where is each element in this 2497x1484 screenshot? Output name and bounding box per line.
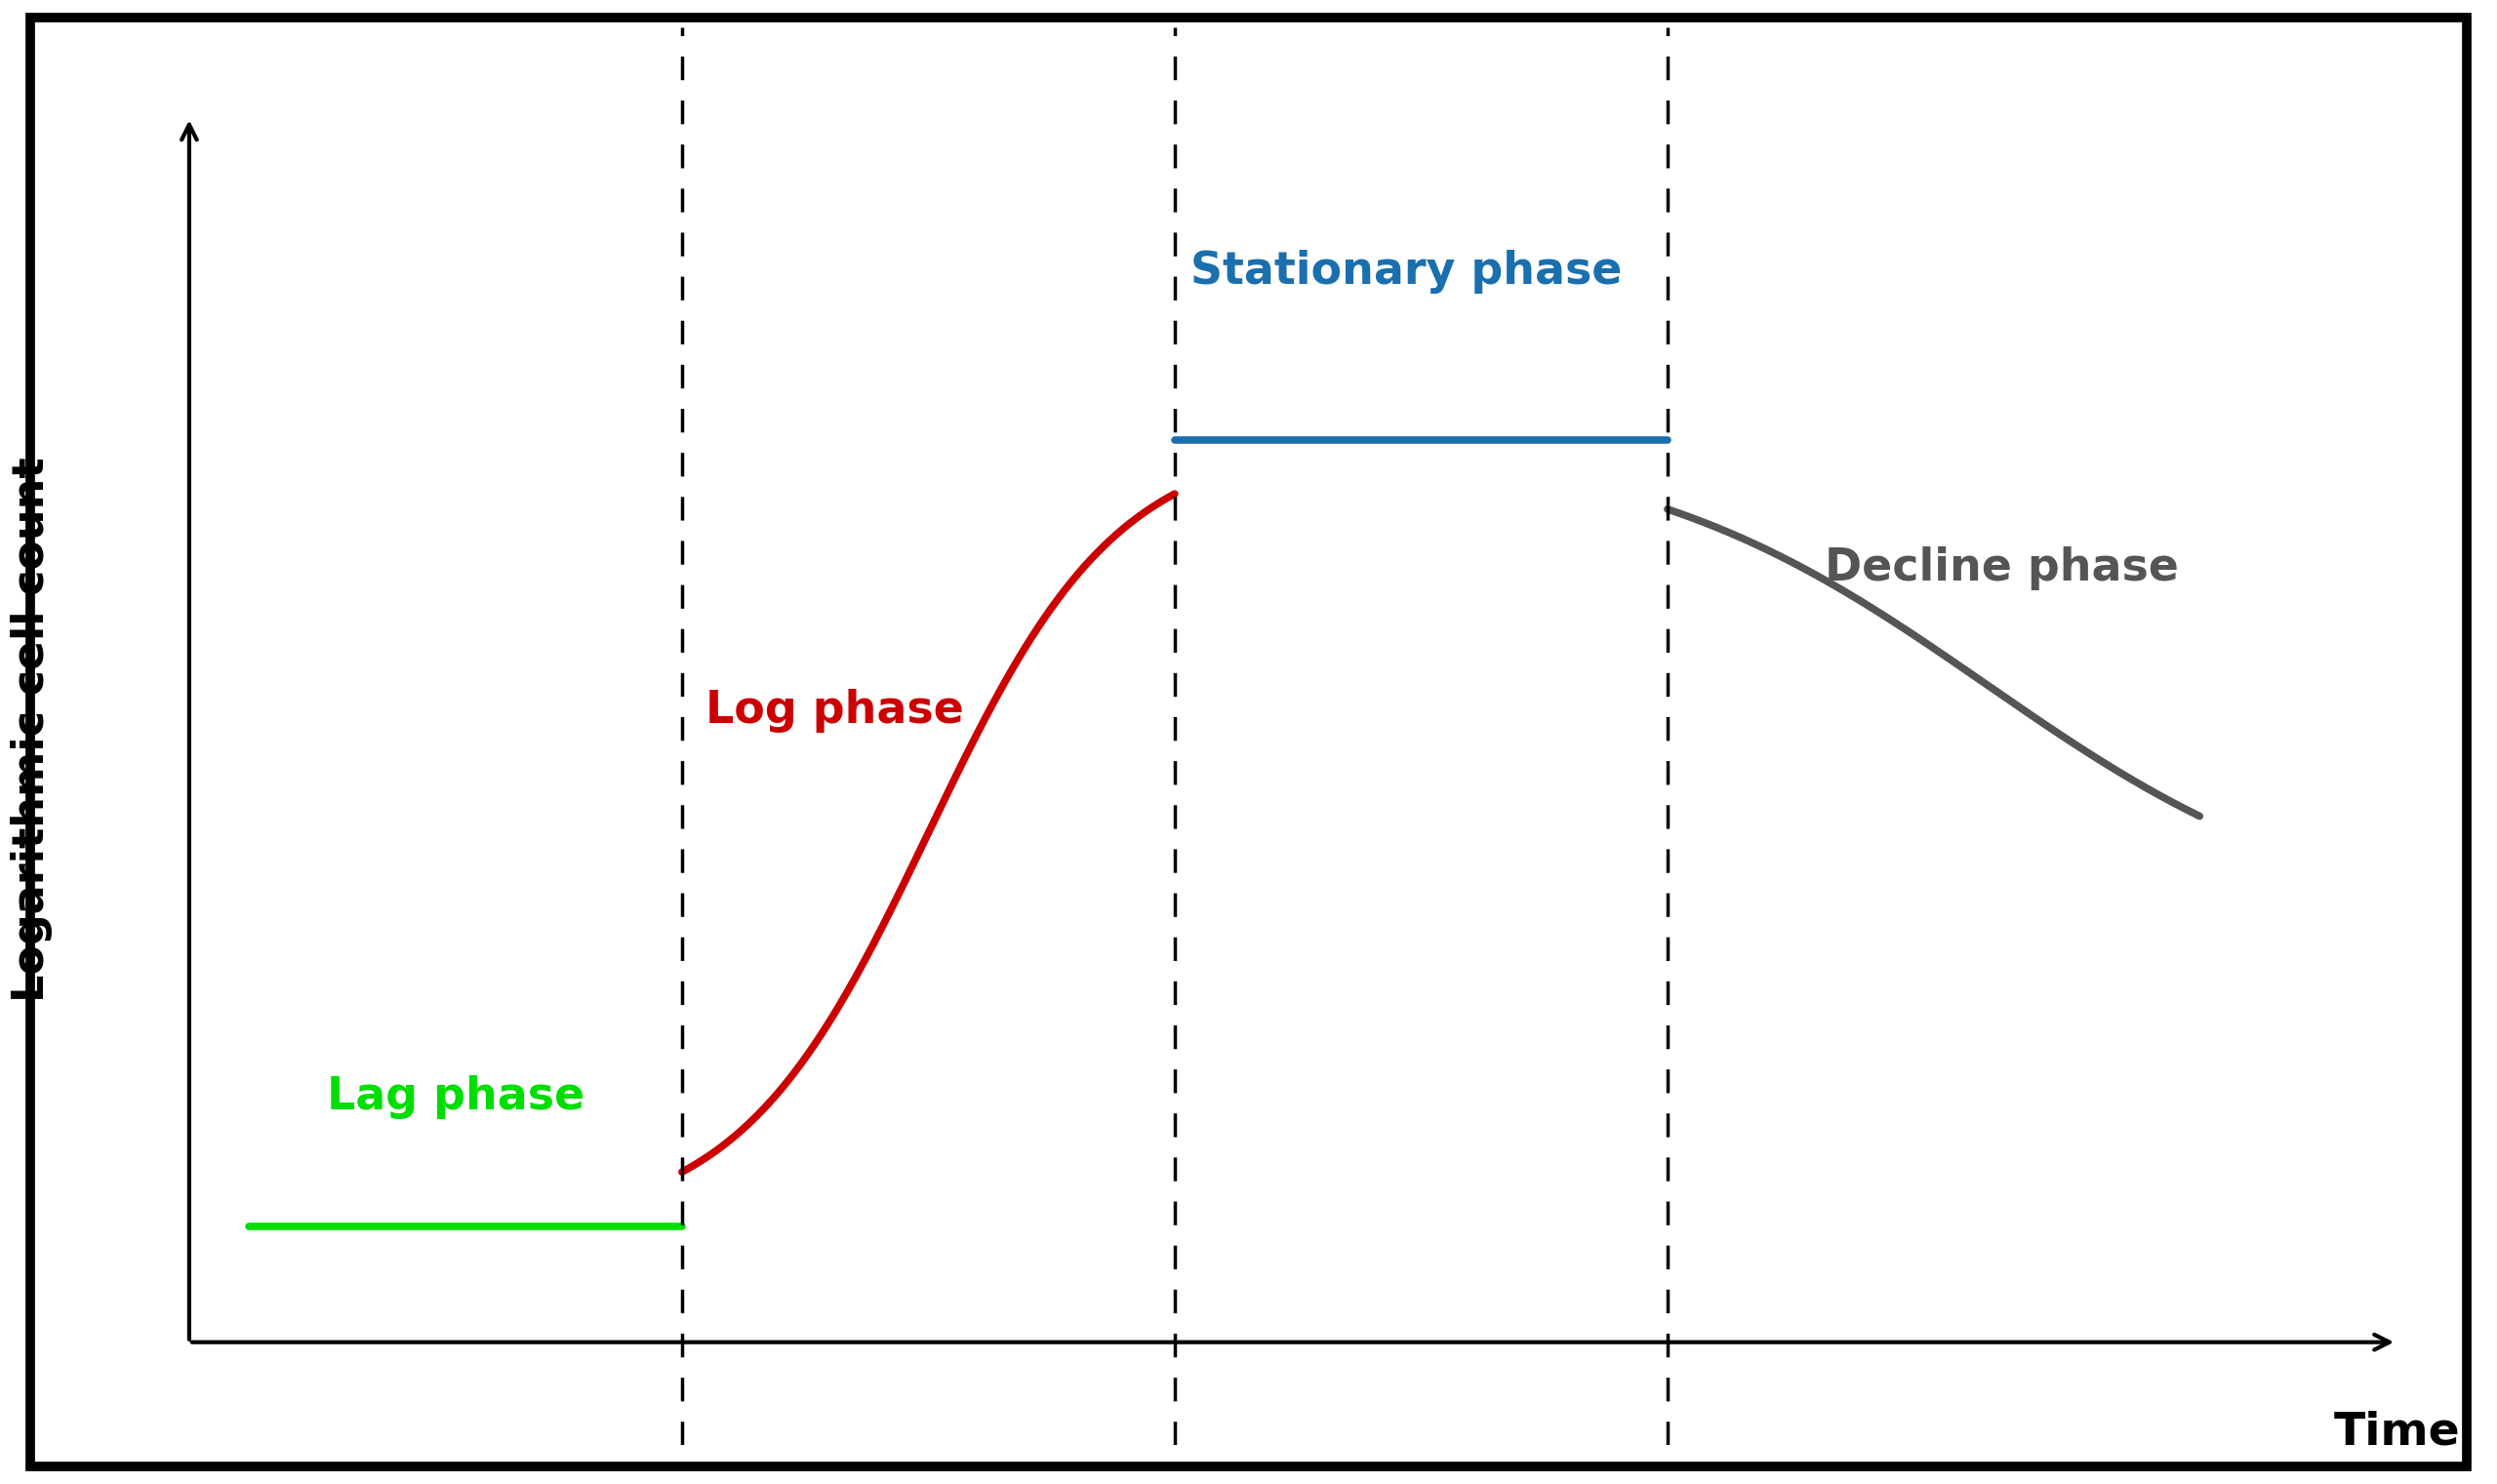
Text: Lag phase: Lag phase <box>327 1076 584 1119</box>
Text: Log phase: Log phase <box>707 689 964 733</box>
Text: Logarithmic cell count: Logarithmic cell count <box>10 457 52 1002</box>
Text: Stationary phase: Stationary phase <box>1191 251 1623 294</box>
Text: Time: Time <box>2335 1410 2460 1454</box>
Text: Decline phase: Decline phase <box>1825 546 2180 591</box>
